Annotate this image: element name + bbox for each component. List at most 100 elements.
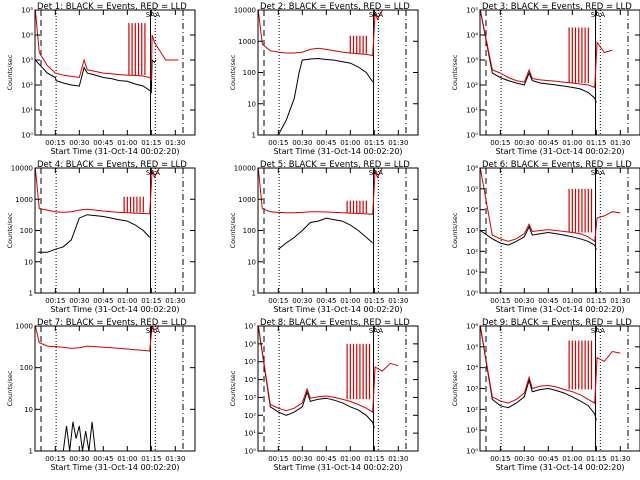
- x-tick-label: 00:45: [93, 297, 113, 305]
- y-tick-label: 10¹: [466, 107, 478, 115]
- y-tick-label: 10⁴: [244, 376, 256, 384]
- x-axis-label: Start Time (31-Oct-14 00:02:20): [273, 147, 402, 156]
- plot-area: [480, 326, 629, 451]
- series-line-events: [277, 217, 374, 250]
- x-tick-label: 01:00: [340, 139, 360, 147]
- saa-tag: SAA: [591, 11, 606, 19]
- y-tick-label: 10⁶: [466, 165, 478, 173]
- x-tick-label: 01:00: [562, 139, 582, 147]
- plot-area: [258, 326, 407, 451]
- saa-tag: SAA: [369, 169, 384, 177]
- y-axis-label: Counts/sec: [451, 370, 459, 406]
- series-line-lld: [258, 168, 383, 215]
- y-tick-label: 10⁴: [466, 206, 478, 214]
- x-tick-label: 01:30: [388, 455, 408, 463]
- y-tick-label: 10⁵: [466, 7, 478, 15]
- x-tick-label: 01:00: [117, 455, 137, 463]
- y-tick-label: 10⁶: [466, 323, 478, 331]
- x-tick-label: 01:15: [586, 297, 606, 305]
- chart-panel-5: 1 10 100 1000 10000 00:15 00:30 00:45 01:00 01:15…: [229, 160, 419, 314]
- series-line-events: [35, 58, 157, 94]
- x-tick-label: 00:45: [93, 455, 113, 463]
- x-axis-label: Start Time (31-Oct-14 00:02:20): [50, 463, 179, 472]
- plot-frame: [34, 167, 196, 294]
- y-axis-label: Counts/sec: [6, 370, 14, 406]
- x-tick-label: 01:30: [165, 139, 185, 147]
- chart-panel-4: 1 10 100 1000 10000 00:15 00:30 00:45 01:00 01:15…: [6, 160, 196, 314]
- series-line-lld: [258, 326, 399, 413]
- y-tick-label: 10⁷: [244, 323, 256, 331]
- x-tick-label: 00:30: [292, 139, 312, 147]
- y-tick-label: 10²: [21, 82, 33, 90]
- y-tick-label: 10¹: [244, 430, 256, 438]
- x-tick-label: 00:15: [45, 297, 65, 305]
- y-axis-label: Counts/sec: [229, 370, 237, 406]
- y-tick-label: 10²: [466, 82, 478, 90]
- series-line-events: [37, 214, 151, 253]
- y-tick-label: 1000: [238, 196, 256, 204]
- y-tick-label: 10³: [466, 57, 478, 65]
- x-tick-label: 00:15: [490, 455, 510, 463]
- x-tick-label: 01:15: [364, 297, 384, 305]
- chart-title: Det 7: BLACK = Events, RED = LLD: [37, 318, 187, 328]
- y-tick-label: 1: [29, 448, 33, 456]
- y-tick-label: 1000: [238, 38, 256, 46]
- x-tick-label: 00:30: [69, 139, 89, 147]
- chart-panel-1: 10⁰ 10¹ 10² 10³ 10⁴ 10⁵ 00:15 00:30 00:45 01:00 01…: [6, 2, 196, 156]
- x-axis-label: Start Time (31-Oct-14 00:02:20): [273, 305, 402, 314]
- y-tick-label: 10¹: [21, 107, 33, 115]
- x-tick-label: 00:45: [538, 297, 558, 305]
- chart-panel-6: 10⁰ 10¹ 10² 10³ 10⁴ 10⁵ 10⁶ 00:15 00:30 00:45 01:0…: [451, 160, 640, 314]
- saa-tag: SAA: [146, 11, 161, 19]
- x-axis-label: Start Time (31-Oct-14 00:02:20): [495, 463, 624, 472]
- y-axis-label: Counts/sec: [229, 54, 237, 90]
- x-tick-label: 00:15: [45, 139, 65, 147]
- x-tick-label: 01:00: [562, 297, 582, 305]
- x-tick-label: 01:15: [586, 455, 606, 463]
- y-tick-label: 10⁰: [21, 132, 33, 140]
- y-tick-label: 10²: [244, 412, 256, 420]
- y-tick-label: 10³: [21, 57, 33, 65]
- y-tick-label: 10000: [11, 165, 33, 173]
- series-line-events: [480, 10, 597, 103]
- series-line-lld: [480, 168, 621, 243]
- plot-frame: [34, 325, 196, 452]
- plot-frame: [34, 9, 196, 136]
- x-tick-label: 00:45: [316, 297, 336, 305]
- series-line-events: [62, 421, 96, 451]
- x-tick-label: 00:45: [316, 139, 336, 147]
- y-tick-label: 10⁰: [244, 448, 256, 456]
- x-tick-label: 00:45: [538, 139, 558, 147]
- saa-tag: SAA: [591, 327, 606, 335]
- x-tick-label: 01:00: [340, 455, 360, 463]
- y-tick-label: 10⁰: [466, 132, 478, 140]
- y-tick-label: 10⁴: [466, 32, 478, 40]
- y-tick-label: 10: [247, 100, 256, 108]
- x-tick-label: 01:30: [610, 297, 630, 305]
- x-tick-label: 01:15: [364, 455, 384, 463]
- x-tick-label: 00:30: [69, 455, 89, 463]
- plot-area: [258, 168, 407, 293]
- y-tick-label: 10²: [466, 406, 478, 414]
- x-axis-label: Start Time (31-Oct-14 00:02:20): [50, 147, 179, 156]
- x-tick-label: 00:45: [316, 455, 336, 463]
- x-tick-label: 00:15: [490, 139, 510, 147]
- saa-tag: SAA: [146, 169, 161, 177]
- y-tick-label: 10³: [466, 227, 478, 235]
- y-tick-label: 1000: [15, 323, 33, 331]
- plot-area: [480, 10, 629, 135]
- x-tick-label: 00:15: [268, 139, 288, 147]
- y-tick-label: 10³: [244, 394, 256, 402]
- y-tick-label: 100: [20, 227, 33, 235]
- plot-frame: [479, 9, 640, 136]
- x-tick-label: 00:15: [268, 455, 288, 463]
- x-tick-label: 01:15: [586, 139, 606, 147]
- y-tick-label: 10000: [234, 7, 256, 15]
- x-tick-label: 01:30: [165, 297, 185, 305]
- series-line-events: [480, 225, 597, 250]
- y-tick-label: 10⁴: [466, 364, 478, 372]
- y-tick-label: 100: [243, 227, 256, 235]
- chart-title: Det 9: BLACK = Events, RED = LLD: [482, 318, 632, 328]
- series-line-lld: [258, 10, 383, 57]
- y-axis-label: Counts/sec: [451, 54, 459, 90]
